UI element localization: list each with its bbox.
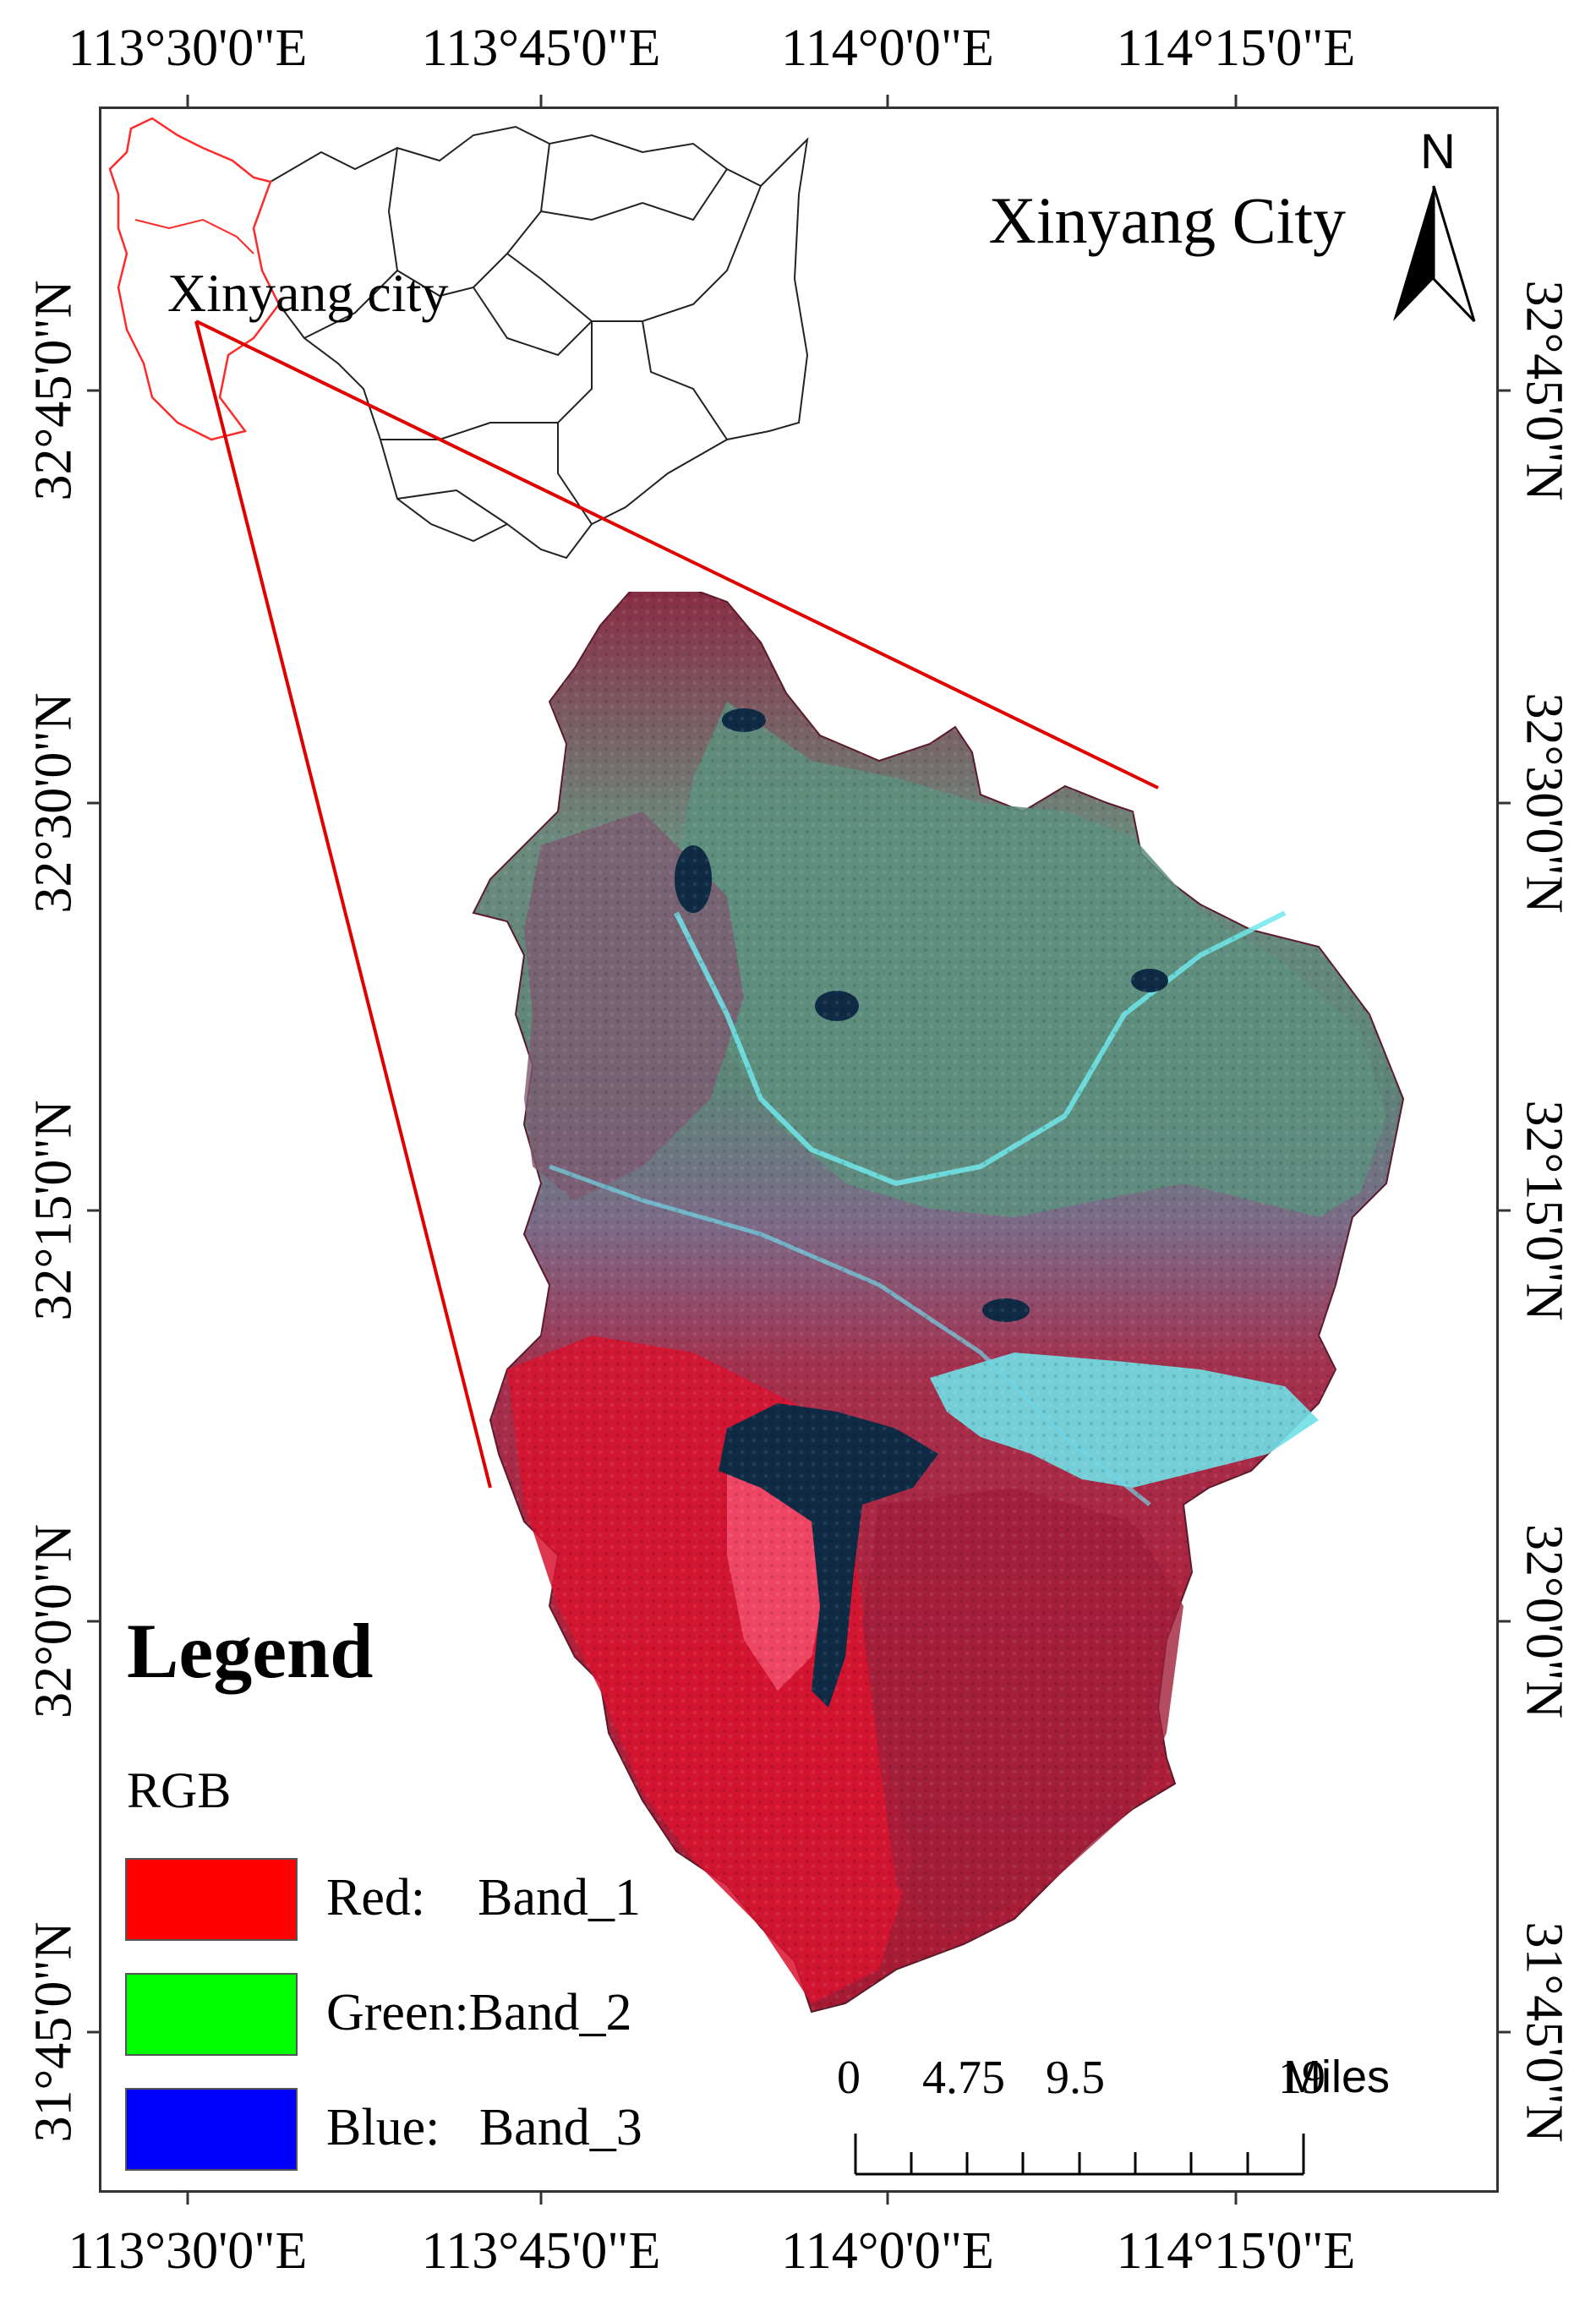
scale-unit: Miles	[1283, 2052, 1391, 2102]
inset-label: Xinyang city	[167, 263, 449, 323]
bottom-lon-label: 113°45'0"E	[421, 2222, 661, 2280]
map-title: Xinyang City	[988, 183, 1347, 257]
satellite-image	[472, 582, 1405, 2014]
scale-label: 9.5	[1046, 2052, 1105, 2104]
top-lon-label: 114°15'0"E	[1116, 19, 1356, 77]
legend-label-blue: Blue: Band_3	[326, 2099, 642, 2156]
highlighted-region	[108, 117, 281, 441]
top-lon-label: 113°45'0"E	[421, 19, 661, 77]
legend-subtitle: RGB	[127, 1762, 232, 1818]
legend-title: Legend	[127, 1608, 374, 1694]
north-arrow-icon	[1393, 185, 1476, 323]
legend-swatch-red	[125, 1858, 298, 1941]
scale-label: 19	[1278, 2052, 1325, 2104]
north-letter: N	[1420, 124, 1456, 179]
locator-lines	[194, 320, 1159, 1489]
top-lon-label: 114°0'0"E	[781, 19, 994, 77]
legend-label-red: Red: Band_1	[326, 1869, 641, 1926]
scale-label: 0	[837, 2052, 861, 2104]
legend-swatch-green	[125, 1973, 298, 2056]
bottom-lon-label: 113°30'0"E	[68, 2222, 308, 2280]
frame-ticks	[87, 95, 1511, 2205]
scale-label: 4.75	[922, 2052, 1005, 2104]
top-lon-label: 113°30'0"E	[68, 19, 308, 77]
bottom-lon-label: 114°15'0"E	[1116, 2222, 1356, 2280]
scale-bar	[854, 2134, 1305, 2176]
legend-label-green: Green:Band_2	[326, 1984, 632, 2041]
legend-swatch-blue	[125, 2088, 298, 2171]
bottom-lon-label: 114°0'0"E	[781, 2222, 994, 2280]
inset-province-map	[101, 110, 828, 592]
